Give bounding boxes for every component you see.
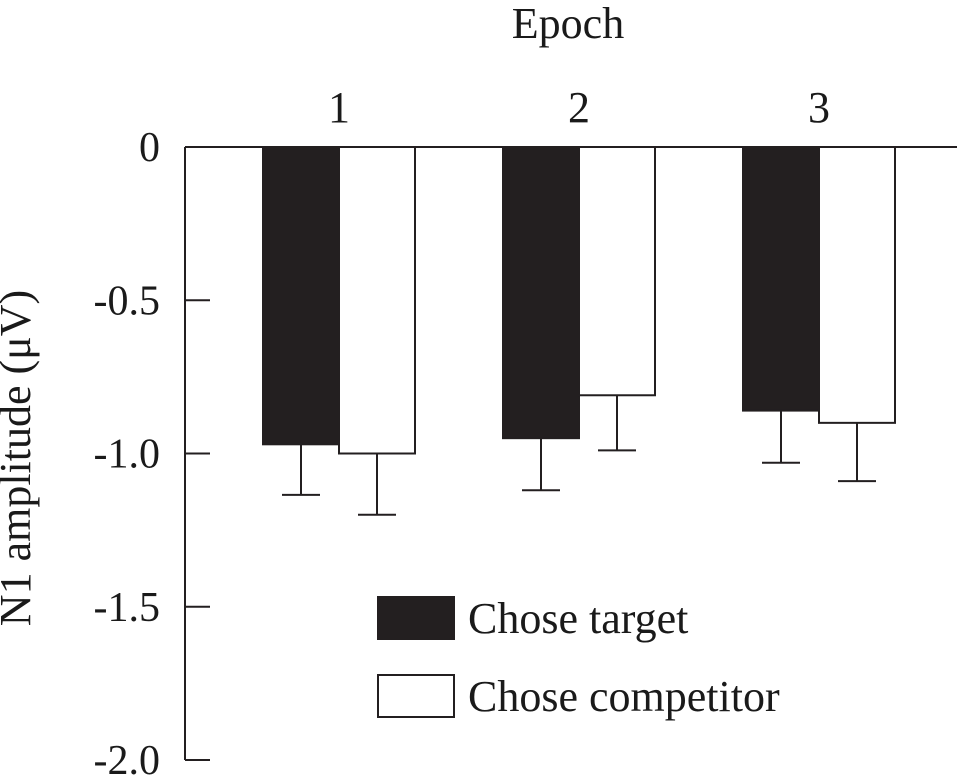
y-tick-label: -1.5 bbox=[94, 585, 161, 631]
y-tick-label: -1.0 bbox=[94, 432, 161, 478]
y-axis-label: N1 amplitude (μV) bbox=[0, 290, 40, 626]
plot-area: 0 -0.5 -1.0 -1.5 -2.0 1 2 3 bbox=[94, 83, 957, 778]
category-label: 1 bbox=[328, 83, 350, 132]
category-label: 3 bbox=[808, 83, 830, 132]
bar-chose-competitor bbox=[338, 146, 416, 455]
bar-chose-competitor bbox=[578, 146, 656, 397]
category-label: 2 bbox=[568, 83, 590, 132]
bar-chose-target bbox=[742, 146, 820, 412]
legend: Chose target Chose competitor bbox=[377, 594, 780, 721]
y-tick-label: -0.5 bbox=[94, 278, 161, 324]
bar-chose-target bbox=[262, 146, 340, 446]
y-tick-label: 0 bbox=[139, 125, 160, 171]
bar-chose-target bbox=[502, 146, 580, 440]
chart-title: Epoch bbox=[512, 0, 624, 48]
bar-chose-competitor bbox=[818, 146, 896, 424]
legend-label: Chose target bbox=[468, 594, 688, 643]
legend-swatch bbox=[377, 596, 455, 640]
y-tick-label: -2.0 bbox=[94, 738, 161, 778]
legend-swatch bbox=[377, 674, 455, 718]
legend-label: Chose competitor bbox=[468, 672, 780, 721]
